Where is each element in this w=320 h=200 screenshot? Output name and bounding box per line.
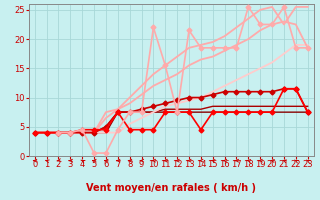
X-axis label: Vent moyen/en rafales ( km/h ): Vent moyen/en rafales ( km/h ) — [86, 183, 256, 193]
